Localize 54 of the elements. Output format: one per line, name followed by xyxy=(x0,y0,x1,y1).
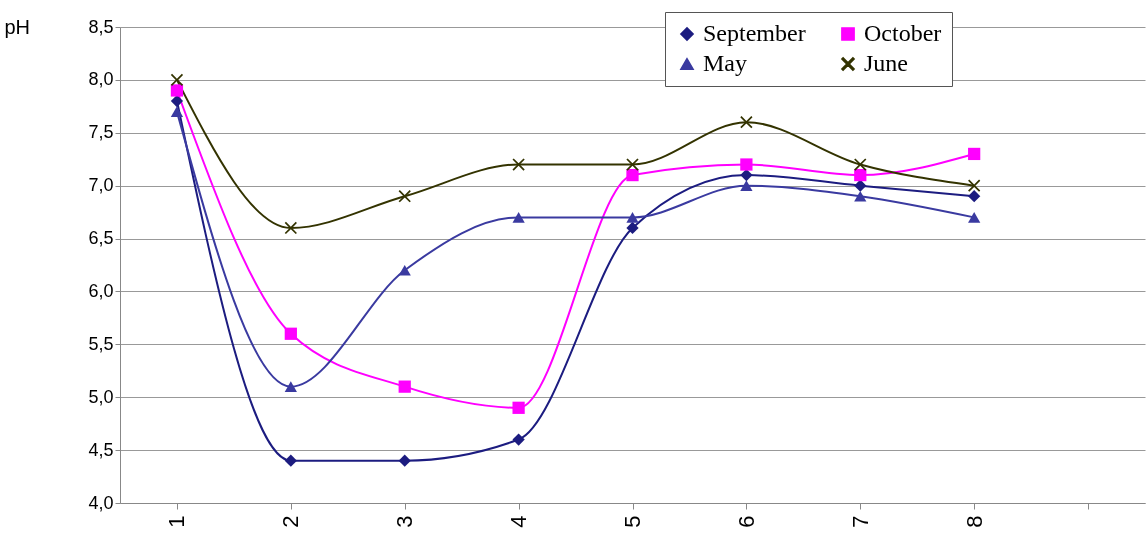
x-tick-label: 5 xyxy=(620,515,645,528)
point xyxy=(854,168,867,182)
point xyxy=(512,158,525,171)
y-tick-label: 7,0 xyxy=(88,175,114,196)
point xyxy=(626,158,639,171)
x-tick-label: 1 xyxy=(164,515,190,528)
x-tick-label: 7 xyxy=(847,515,873,528)
point xyxy=(626,221,639,235)
point xyxy=(854,190,867,202)
point xyxy=(170,94,184,108)
point xyxy=(170,106,184,117)
y-tick-label: 4,0 xyxy=(88,492,114,513)
y-tick-label: 5,5 xyxy=(88,333,114,354)
point xyxy=(740,180,753,191)
point xyxy=(626,212,639,223)
legend-label: May xyxy=(703,50,747,76)
point xyxy=(512,401,525,414)
legend-label: October xyxy=(864,20,942,46)
point xyxy=(170,84,184,97)
point xyxy=(284,221,297,235)
point xyxy=(854,158,867,171)
x-tick-label: 2 xyxy=(278,515,304,528)
point xyxy=(968,212,981,223)
y-tick-label: 4,5 xyxy=(88,439,114,460)
point xyxy=(170,73,184,87)
x-tick-label: 3 xyxy=(392,515,418,528)
y-tick-label: 5,0 xyxy=(88,386,114,407)
point xyxy=(968,179,981,192)
point xyxy=(740,168,753,182)
point xyxy=(398,264,411,276)
point xyxy=(968,147,981,161)
point xyxy=(740,116,753,129)
point xyxy=(512,433,525,446)
point xyxy=(398,190,411,203)
y-axis-title: pH xyxy=(4,15,31,38)
y-tick-label: 7,5 xyxy=(88,122,114,143)
y-tick-label: 8,5 xyxy=(88,16,114,37)
x-tick-label: 8 xyxy=(961,515,987,528)
point xyxy=(398,380,411,393)
x-tick-label: 6 xyxy=(733,515,759,528)
y-tick-label: 6,5 xyxy=(88,228,114,249)
point xyxy=(626,168,639,182)
legend-label: September xyxy=(703,20,806,46)
legend-label: June xyxy=(864,50,908,76)
point xyxy=(284,381,297,392)
y-tick-label: 6,0 xyxy=(88,280,114,301)
point xyxy=(284,454,297,467)
point xyxy=(284,327,297,340)
point xyxy=(398,454,411,467)
point xyxy=(512,212,525,223)
point xyxy=(968,190,981,203)
point xyxy=(740,158,753,171)
x-tick-label: 4 xyxy=(506,515,532,528)
y-tick-label: 8,0 xyxy=(88,69,114,90)
